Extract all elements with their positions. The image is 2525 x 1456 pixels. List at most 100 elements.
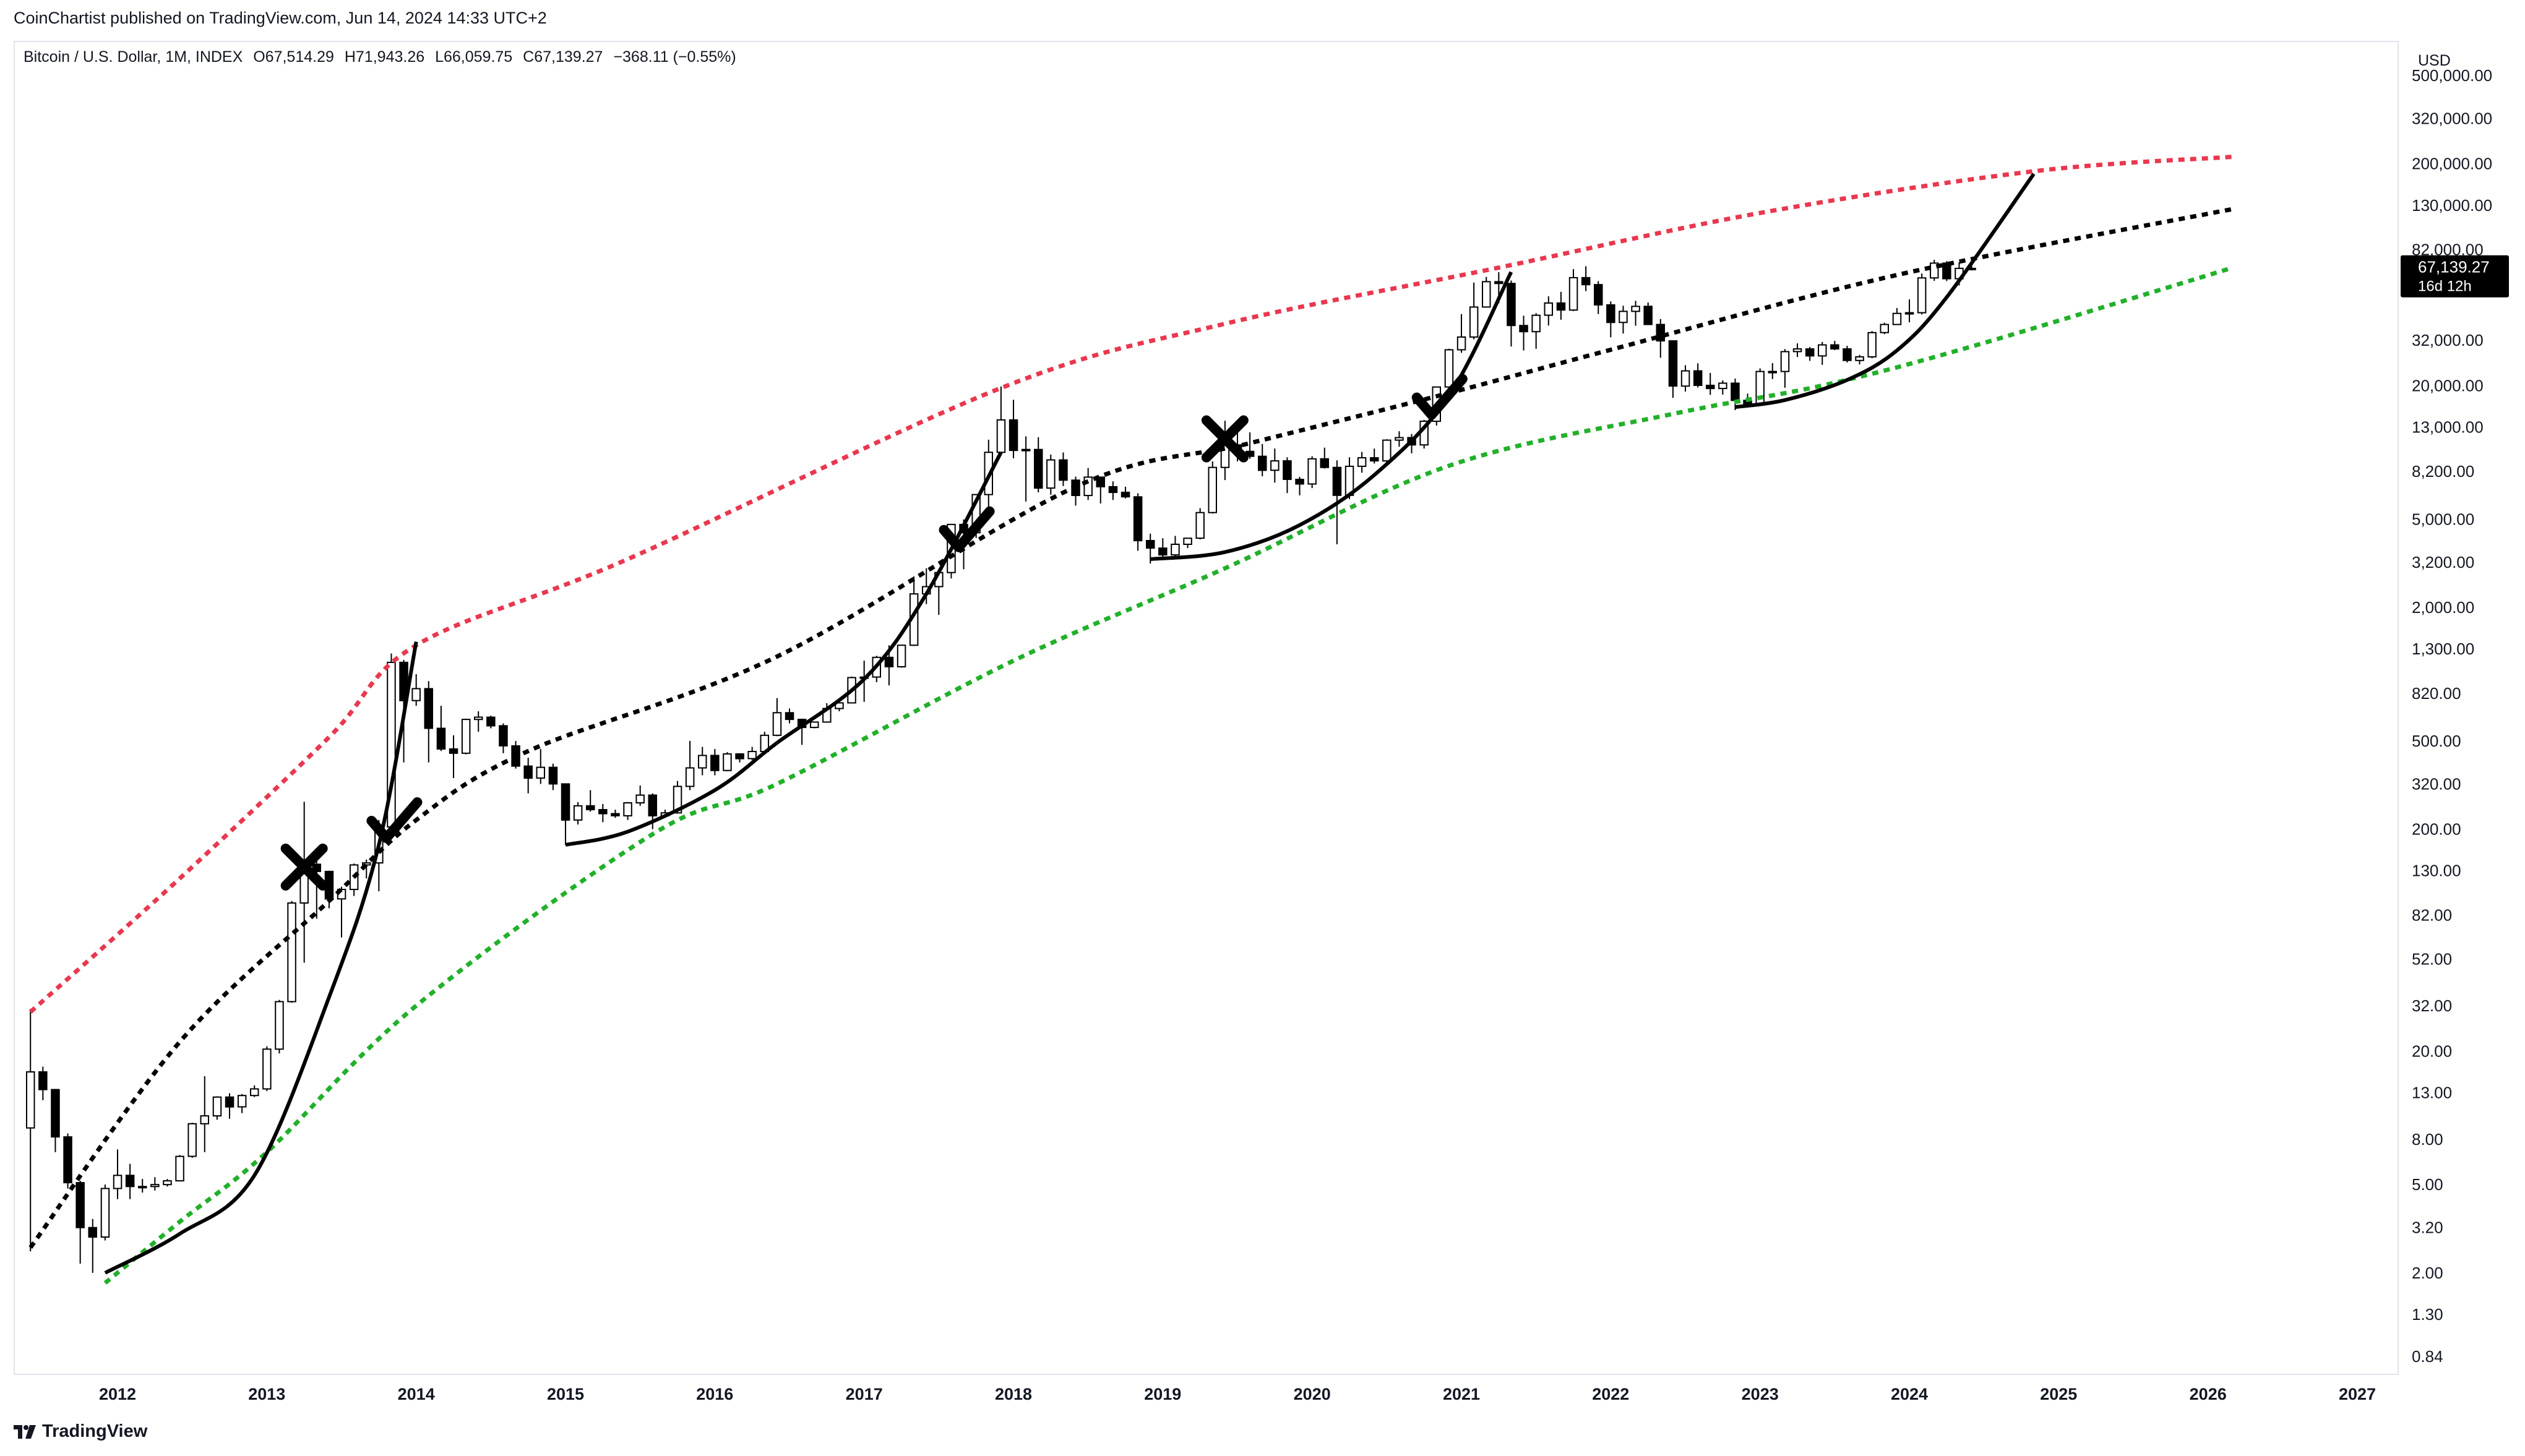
legend-low: L66,059.75: [435, 48, 513, 66]
candle-down: [1656, 323, 1665, 342]
candle-up: [113, 1175, 123, 1189]
candle-down: [1581, 276, 1591, 286]
candle-up: [1867, 332, 1877, 358]
candle-up: [897, 644, 906, 667]
candle-down: [225, 1096, 234, 1108]
candle-down: [1693, 370, 1703, 386]
candle-up: [1792, 348, 1802, 353]
candle-down: [1556, 302, 1566, 311]
candle-up: [810, 721, 819, 729]
y-tick-label: 1,300.00: [2412, 640, 2474, 658]
parabolic-curve: [1734, 173, 2036, 409]
candle-up: [175, 1155, 184, 1182]
candle-up: [1780, 351, 1790, 372]
candle-down: [1830, 344, 1839, 350]
candle-down: [1668, 340, 1678, 387]
x-tick-label: 2022: [1592, 1385, 1629, 1403]
tradingview-logo-text: TradingView: [42, 1421, 148, 1441]
x-tick-label: 2023: [1742, 1385, 1779, 1403]
candle-down: [1370, 457, 1379, 462]
candle-up: [573, 805, 583, 821]
candle-up: [747, 751, 757, 760]
candle-down: [51, 1089, 60, 1138]
candle-up: [1021, 448, 1031, 452]
candle-down: [1108, 486, 1118, 494]
candle-down: [499, 725, 508, 747]
chart-frame: [14, 41, 2399, 1375]
candle-down: [1942, 262, 1951, 280]
candle-down: [1258, 455, 1267, 471]
candle-up: [1083, 476, 1093, 497]
x-tick-label: 2015: [547, 1385, 584, 1403]
legend-high: H71,943.26: [344, 48, 425, 66]
tradingview-logo-icon: [14, 1425, 36, 1439]
candle-down: [1519, 325, 1528, 333]
candle-up: [1904, 312, 1914, 315]
candle-up: [1917, 277, 1927, 314]
x-tick-label: 2024: [1891, 1385, 1928, 1403]
candle-up: [1046, 459, 1056, 489]
candle-down: [1295, 479, 1304, 485]
candle-up: [1395, 437, 1404, 441]
candle-up: [1718, 382, 1727, 390]
candle-up: [623, 802, 632, 816]
candle-up: [1531, 314, 1541, 333]
y-tick-label: 200,000.00: [2412, 155, 2492, 173]
candle-down: [735, 753, 744, 760]
y-tick-label: 13,000.00: [2412, 418, 2484, 436]
check-mark: [1411, 374, 1468, 420]
candle-up: [1270, 460, 1280, 471]
y-tick-label: 130.00: [2412, 862, 2461, 880]
candle-up: [1818, 344, 1827, 357]
candle-up: [26, 1071, 35, 1129]
y-tick-label: 5.00: [2412, 1175, 2443, 1194]
candle-up: [1855, 356, 1864, 361]
candle-up: [150, 1184, 160, 1188]
x-tick-label: 2018: [995, 1385, 1032, 1403]
candle-down: [1096, 476, 1105, 487]
candle-up: [287, 902, 296, 1003]
candle-down: [1606, 304, 1615, 323]
y-tick-label: 130,000.00: [2412, 196, 2492, 215]
candle-up: [138, 1186, 147, 1189]
candle-down: [1494, 281, 1503, 285]
candle-up: [1195, 512, 1205, 539]
y-tick-label: 5,000.00: [2412, 510, 2474, 528]
x-tick-label: 2021: [1443, 1385, 1480, 1403]
candle-up: [1171, 544, 1180, 556]
candle-down: [63, 1136, 72, 1184]
plot-area: [26, 155, 2234, 1285]
y-tick-label: 8.00: [2412, 1130, 2443, 1149]
candle-down: [710, 755, 720, 771]
x-tick-label: 2027: [2339, 1385, 2376, 1403]
candle-down: [1146, 540, 1155, 549]
candle-up: [200, 1115, 209, 1124]
candle-down: [523, 765, 533, 779]
currency-label[interactable]: USD: [2418, 52, 2451, 69]
candle-up: [1544, 302, 1553, 316]
candle-down: [486, 716, 496, 727]
y-tick-label: 32.00: [2412, 996, 2452, 1015]
candle-up: [1680, 370, 1690, 387]
candle-up: [187, 1123, 197, 1157]
candle-down: [312, 863, 321, 872]
candle-up: [1568, 276, 1578, 311]
candle-down: [88, 1227, 97, 1238]
check-mark: [939, 506, 995, 552]
candle-down: [424, 688, 433, 729]
candle-down: [598, 809, 608, 815]
parabolic-curve: [1150, 271, 1513, 561]
x-mark: [1201, 415, 1249, 463]
candle-up: [1208, 466, 1217, 513]
candle-up: [685, 767, 695, 787]
legend-symbol: Bitcoin / U.S. Dollar, 1M, INDEX: [24, 48, 243, 66]
legend-open: O67,514.29: [253, 48, 334, 66]
tradingview-logo[interactable]: TradingView: [14, 1421, 147, 1442]
x-tick-label: 2014: [398, 1385, 435, 1403]
candle-up: [1892, 312, 1902, 325]
candle-down: [1507, 283, 1516, 327]
candle-up: [1456, 336, 1466, 351]
y-tick-label: 52.00: [2412, 949, 2452, 968]
parabolic-curve: [104, 641, 418, 1275]
